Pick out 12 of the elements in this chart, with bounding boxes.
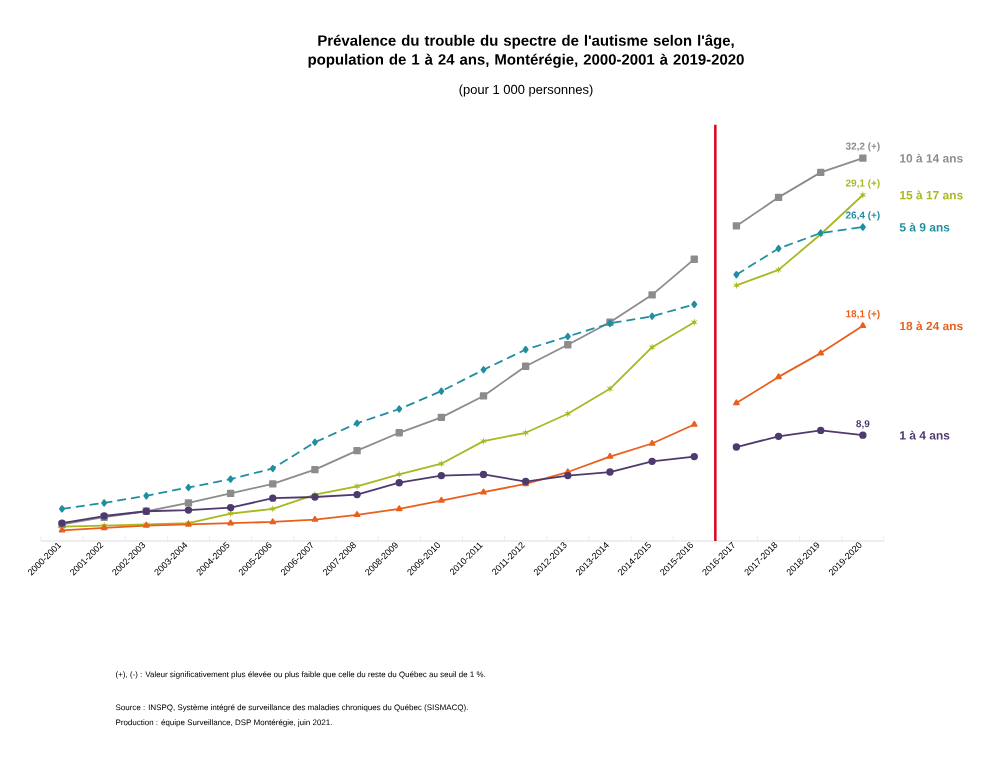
- data-label: 32,2 (+): [845, 142, 880, 152]
- data-label: 29,1 (+): [845, 179, 880, 189]
- text: 1 à 4 ans: [900, 430, 950, 440]
- text: 15 à 17 ans: [900, 190, 963, 200]
- data-label: 18,1 (+): [846, 309, 880, 320]
- data-label: 26,4 (+): [845, 211, 880, 221]
- text: 18 à 24 ans: [900, 321, 963, 331]
- chart-subtitle: (pour 1 000 personnes): [459, 84, 593, 97]
- data-label: 8,9: [856, 420, 870, 429]
- text: 5 à 9 ans: [899, 222, 950, 232]
- text: 10 à 14 ans: [900, 153, 963, 163]
- chart-title: Prévalence du trouble du spectre de l'autisme selon l'âge, population de 1 à 24 ans, Montérégie, 2000-2001 à 2019-2020: [308, 34, 744, 68]
